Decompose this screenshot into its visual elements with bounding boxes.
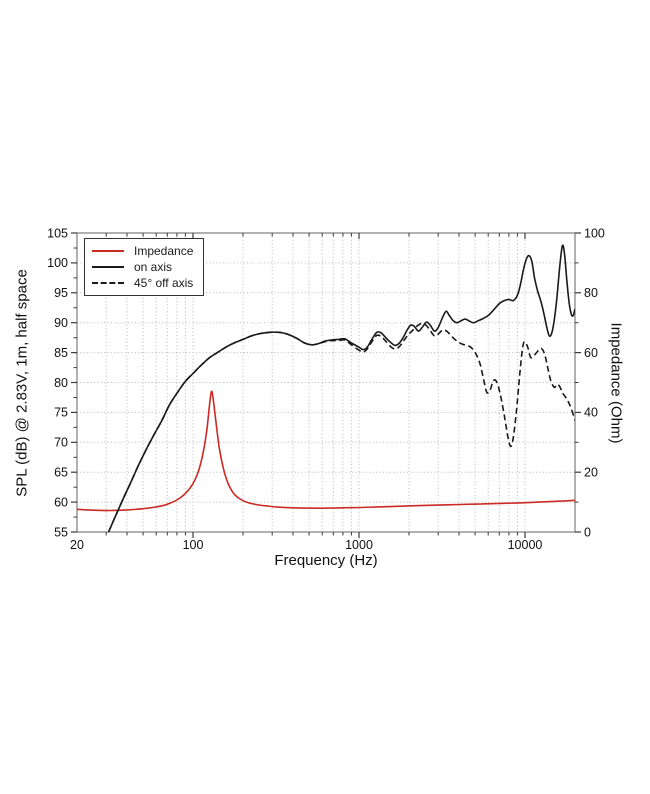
- svg-text:100: 100: [584, 226, 605, 240]
- svg-text:80: 80: [54, 376, 68, 390]
- svg-text:105: 105: [47, 226, 68, 240]
- svg-text:20: 20: [70, 538, 84, 552]
- svg-text:75: 75: [54, 406, 68, 420]
- legend-item-45-off-axis: 45° off axis: [92, 276, 193, 290]
- legend-label-45-off-axis: 45° off axis: [134, 276, 194, 290]
- svg-text:100: 100: [47, 256, 68, 270]
- svg-text:55: 55: [54, 525, 68, 539]
- legend-box: Impedance on axis 45° off axis: [84, 238, 205, 296]
- svg-text:20: 20: [584, 466, 598, 480]
- tick-labels: 20 100 1000 10000 55 60 65 70 75 80 85 90 95 100 105 0 2…: [47, 226, 605, 552]
- svg-text:0: 0: [584, 525, 591, 539]
- legend-item-impedance: Impedance: [92, 244, 193, 258]
- svg-text:60: 60: [54, 495, 68, 509]
- svg-text:65: 65: [54, 466, 68, 480]
- curve-45-off-axis: [107, 322, 575, 532]
- legend-label-on-axis: on axis: [134, 260, 173, 274]
- svg-text:80: 80: [584, 286, 598, 300]
- on-axis-line-swatch: [92, 266, 124, 268]
- svg-text:40: 40: [584, 406, 598, 420]
- svg-text:60: 60: [584, 346, 598, 360]
- svg-text:90: 90: [54, 316, 68, 330]
- legend-label-impedance: Impedance: [134, 244, 194, 258]
- svg-text:95: 95: [54, 286, 68, 300]
- axis-ticks: [71, 232, 581, 538]
- x-axis-title: Frequency (Hz): [274, 552, 378, 569]
- left-y-axis-title: SPL (dB) @ 2.83V, 1m, half space: [13, 269, 31, 497]
- series-curves: [77, 244, 575, 532]
- off-axis-line-swatch: [92, 282, 124, 284]
- svg-text:70: 70: [54, 436, 68, 450]
- svg-text:85: 85: [54, 346, 68, 360]
- svg-text:100: 100: [183, 538, 204, 552]
- svg-text:1000: 1000: [345, 538, 373, 552]
- legend-item-on-axis: on axis: [92, 260, 193, 274]
- right-y-axis-title: Impedance (Ohm): [607, 322, 625, 444]
- grid-lines: [77, 233, 575, 532]
- impedance-line-swatch: [92, 250, 124, 252]
- curve-on-axis: [107, 244, 575, 532]
- svg-text:10000: 10000: [508, 538, 543, 552]
- curve-impedance: [77, 390, 575, 512]
